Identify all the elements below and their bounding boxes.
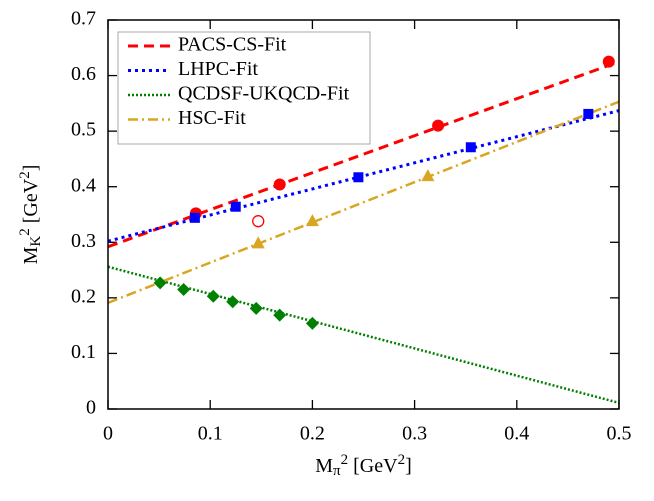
point (583, 108, 594, 119)
point (189, 212, 200, 223)
point (251, 236, 265, 249)
point (602, 55, 615, 68)
x-tick-label: 0.5 (607, 423, 632, 445)
x-tick-label: 0.2 (300, 423, 325, 445)
point (249, 301, 263, 315)
y-tick-label: 0.2 (71, 285, 96, 307)
legend-box (117, 31, 371, 145)
fit-line (107, 60, 620, 249)
point (252, 215, 265, 228)
y-axis-label-part: 2 (17, 228, 33, 236)
point (305, 316, 319, 330)
y-tick-label: 0.7 (71, 8, 96, 30)
point (273, 178, 286, 191)
x-axis-label-part: ] (405, 455, 412, 477)
x-axis-label-part: [GeV (348, 455, 398, 477)
point (432, 119, 445, 132)
x-axis-label-part: 2 (398, 452, 406, 468)
point (226, 295, 240, 309)
y-tick-label: 0.1 (71, 341, 96, 363)
y-axis-label-part: K (28, 236, 44, 247)
point (465, 142, 476, 153)
fit-line (107, 100, 620, 305)
x-axis-label-part: π (333, 463, 341, 479)
fit-line (107, 265, 620, 405)
y-tick-label: 0.3 (71, 230, 96, 252)
x-axis-label: Mπ2 [GeV2] (315, 452, 411, 479)
y-axis-label-part: [GeV (20, 178, 42, 228)
point (353, 172, 364, 183)
x-tick-label: 0 (103, 423, 113, 445)
legend-label: LHPC-Fit (178, 58, 258, 80)
point (305, 214, 319, 227)
point (230, 201, 241, 212)
y-axis-label: MK2 [GeV2] (17, 165, 44, 265)
legend-label: QCDSF-UKQCD-Fit (178, 83, 350, 105)
x-axis-label-part: M (315, 455, 333, 477)
point (421, 169, 435, 182)
y-tick-label: 0 (86, 397, 96, 419)
legend-label: PACS-CS-Fit (178, 34, 287, 56)
y-axis-label-part: 2 (17, 171, 33, 179)
point (153, 276, 167, 290)
y-tick-label: 0.5 (71, 119, 96, 141)
plot-frame (107, 19, 620, 410)
y-axis-label-part: M (20, 246, 42, 264)
x-tick-label: 0.3 (402, 423, 427, 445)
x-tick-label: 0.1 (198, 423, 223, 445)
legend-label: HSC-Fit (178, 107, 246, 129)
point (273, 308, 287, 322)
x-tick-label: 0.4 (504, 423, 529, 445)
point (177, 283, 191, 297)
y-tick-label: 0.4 (71, 174, 96, 196)
point (206, 289, 220, 303)
x-axis-label-part: 2 (341, 452, 349, 468)
y-tick-label: 0.6 (71, 63, 96, 85)
y-axis-label-part: ] (20, 165, 42, 172)
